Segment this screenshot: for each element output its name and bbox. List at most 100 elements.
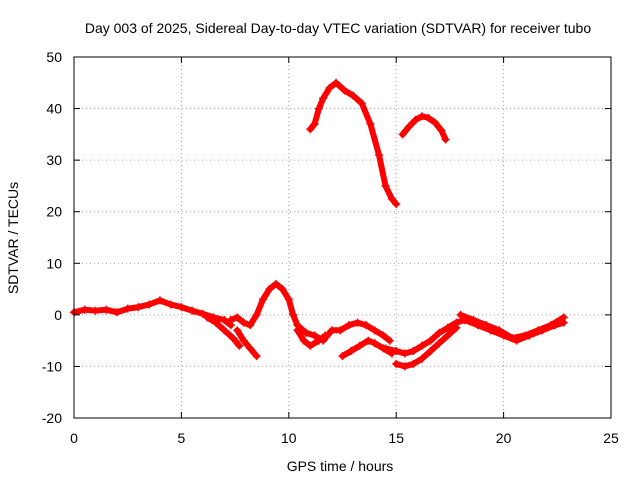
data-point (452, 323, 461, 332)
x-tick-label: 25 (603, 430, 619, 446)
series-arc-6 (327, 318, 394, 345)
data-point (370, 339, 379, 348)
data-point (102, 305, 111, 314)
data-point (370, 326, 379, 335)
data-point (166, 300, 175, 309)
y-tick-label: 10 (46, 255, 62, 271)
data-point (499, 331, 508, 340)
data-point (362, 321, 371, 330)
data-point (306, 125, 315, 134)
data-point (228, 334, 237, 343)
series-band (227, 280, 335, 344)
data-point (424, 113, 433, 122)
plot-frame (73, 56, 612, 419)
x-tick-label: 20 (496, 430, 512, 446)
data-point (366, 120, 375, 129)
data-point (278, 285, 287, 294)
grid-layer (74, 57, 611, 418)
data-point (435, 328, 444, 337)
x-tick-label: 5 (178, 430, 186, 446)
data-point (134, 303, 143, 312)
x-tick-label: 10 (281, 430, 297, 446)
data-point (239, 318, 248, 327)
data-point (381, 344, 390, 353)
x-axis-label: GPS time / hours (287, 458, 394, 474)
data-point (344, 321, 353, 330)
series-arc-5 (293, 326, 330, 350)
data-point (392, 359, 401, 368)
data-point (188, 306, 197, 315)
data-point (443, 331, 452, 340)
data-point (327, 326, 336, 335)
data-point (265, 285, 274, 294)
data-point (460, 316, 469, 325)
data-point (91, 306, 100, 315)
data-point (381, 181, 390, 190)
data-point (284, 295, 293, 304)
data-point (235, 341, 244, 350)
data-point (512, 336, 521, 345)
data-point (400, 362, 409, 371)
data-point (233, 326, 242, 335)
series-arc-3 (226, 279, 336, 345)
data-point (177, 303, 186, 312)
data-point (259, 295, 268, 304)
data-point (314, 104, 323, 113)
data-point (400, 349, 409, 358)
data-point (220, 326, 229, 335)
data-point (289, 310, 298, 319)
data-point (347, 346, 356, 355)
data-point (252, 352, 261, 361)
x-tick-label: 15 (388, 430, 404, 446)
data-point (456, 310, 465, 319)
data-point (398, 130, 407, 139)
data-point (145, 300, 154, 309)
chart-title: Day 003 of 2025, Sidereal Day-to-day VTE… (85, 20, 592, 36)
data-point (409, 346, 418, 355)
data-point (340, 86, 349, 95)
data-point (417, 354, 426, 363)
series-arc-11 (460, 316, 568, 345)
data-point (239, 336, 248, 345)
data-point (441, 135, 450, 144)
data-point (301, 328, 310, 337)
data-point (336, 326, 345, 335)
data-point (392, 199, 401, 208)
data-point (538, 326, 547, 335)
data-point (246, 344, 255, 353)
data-point (375, 150, 384, 159)
series-arc-12 (306, 78, 401, 208)
data-point (233, 313, 242, 322)
data-point (293, 326, 302, 335)
y-tick-label: 40 (46, 101, 62, 117)
data-point (411, 115, 420, 124)
data-point (357, 99, 366, 108)
data-point (155, 296, 164, 305)
data-point (551, 321, 560, 330)
series-arc-2 (203, 313, 244, 350)
data-point (123, 304, 132, 313)
data-point (525, 331, 534, 340)
y-tick-label: -10 (42, 358, 62, 374)
data-point (246, 321, 255, 330)
y-tick-label: 20 (46, 204, 62, 220)
data-point (338, 352, 347, 361)
data-point (387, 194, 396, 203)
series-arc-9 (392, 323, 461, 371)
y-axis-label: SDTVAR / TECUs (5, 182, 21, 294)
data-point (426, 336, 435, 345)
data-point (417, 341, 426, 350)
data-point (349, 91, 358, 100)
series-arc-13 (398, 112, 450, 144)
data-point (437, 126, 446, 135)
x-tick-label: 0 (70, 430, 78, 446)
data-point (405, 122, 414, 131)
tick-layer: 0 5 10 15 20 25 -20 -10 0 10 20 30 40 50 (42, 49, 619, 446)
data-point (203, 313, 212, 322)
series-band (399, 113, 449, 143)
series-band (234, 327, 260, 360)
data-point (310, 120, 319, 129)
data-point (332, 78, 341, 87)
data-point (392, 346, 401, 355)
